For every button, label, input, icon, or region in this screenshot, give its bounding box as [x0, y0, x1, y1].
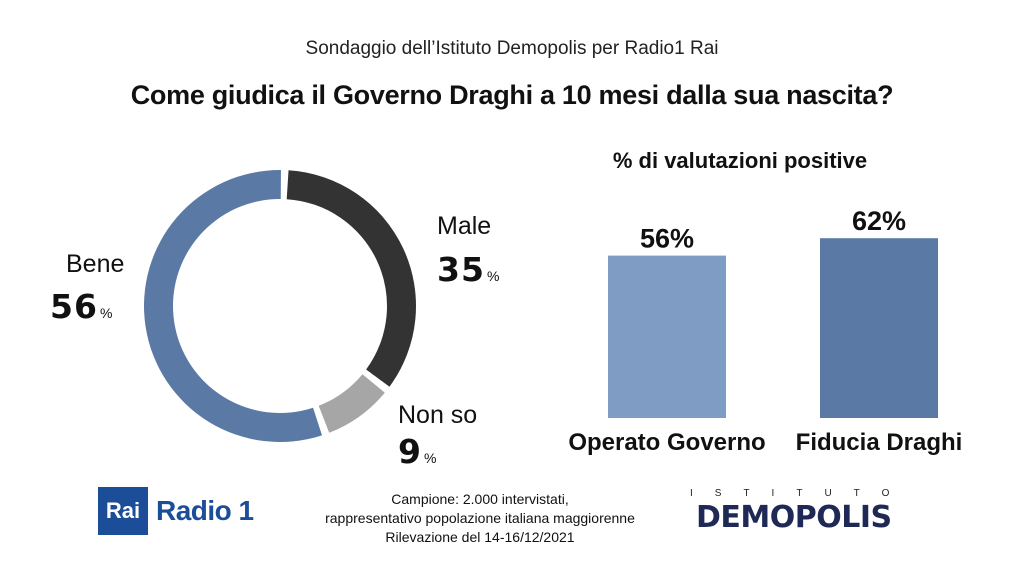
male-slice [286, 170, 416, 387]
sample-note-line3: Rilevazione del 14-16/12/2021 [385, 529, 575, 545]
bene-value-group: 56% [50, 287, 112, 326]
male-label: Male [437, 212, 492, 240]
male-label-group: Male [437, 212, 491, 241]
sample-note-line1: Campione: 2.000 intervistati, [391, 491, 569, 507]
radio1-logo-text: Radio 1 [156, 495, 254, 526]
male-unit: % [486, 268, 500, 284]
bar-category-operato-governo: Operato Governo [568, 429, 765, 456]
chart-subtitle: Sondaggio dell’Istituto Demopolis per Ra… [305, 38, 719, 59]
nonso-value-group: 9% [398, 432, 436, 471]
nonso-unit: % [423, 450, 437, 466]
bar-chart-title: % di valutazioni positive [612, 148, 868, 173]
rai-radio1-logo: Rai Radio 1 [98, 487, 260, 535]
chart-title: Come giudica il Governo Draghi a 10 mesi… [130, 80, 894, 110]
rai-logo-box: Rai [98, 487, 148, 535]
male-value: 35 [437, 250, 485, 289]
bar-chart: 56% Operato Governo 62% Fiducia Draghi [568, 206, 963, 456]
bene-unit: % [99, 305, 113, 321]
nonso-label: Non so [398, 401, 478, 429]
bar-operato-governo [608, 255, 726, 418]
bar-value-fiducia-draghi: 62% [852, 206, 906, 236]
nonso-slice [318, 374, 385, 433]
bar-value-operato-governo: 56% [640, 224, 694, 254]
bene-label: Bene [66, 250, 125, 278]
donut-chart [143, 169, 416, 442]
bene-slice [143, 169, 323, 442]
bar-category-fiducia-draghi: Fiducia Draghi [796, 429, 963, 456]
bene-value: 56 [50, 287, 98, 326]
male-value-group: 35% [437, 250, 499, 289]
sample-note-line2: rappresentativo popolazione italiana mag… [325, 510, 635, 526]
bene-label-group: Bene [66, 250, 124, 279]
sample-note: Campione: 2.000 intervistati, rappresent… [290, 490, 670, 547]
demopolis-logo-text: DEMOPOLIS [696, 500, 892, 535]
demopolis-logo-small: ISTITUTO [690, 488, 912, 499]
nonso-value: 9 [398, 432, 422, 471]
nonso-label-group: Non so [398, 401, 477, 430]
bar-fiducia-draghi [820, 238, 938, 418]
demopolis-logo: ISTITUTO DEMOPOLIS [690, 488, 952, 540]
